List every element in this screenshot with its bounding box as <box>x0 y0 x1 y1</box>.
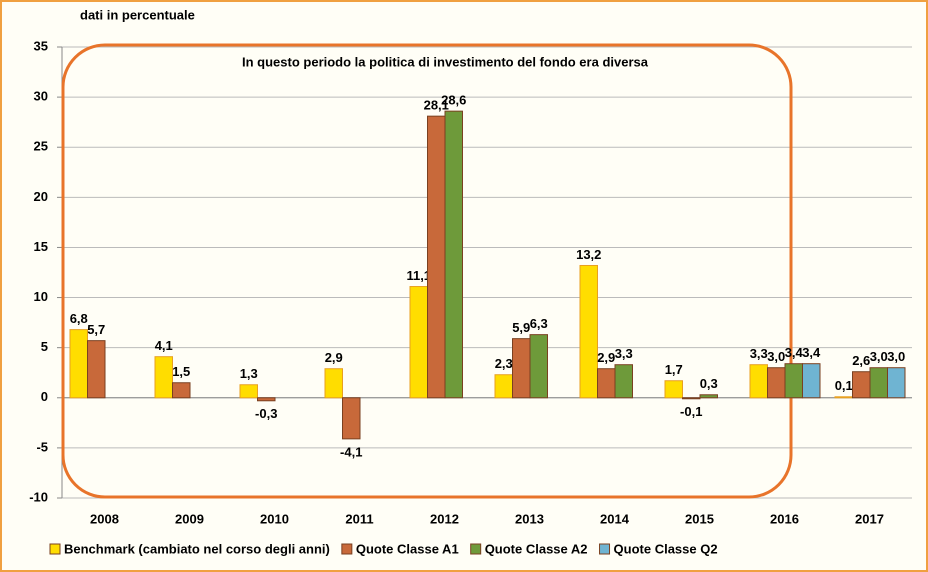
bar <box>664 380 683 399</box>
legend-swatch <box>341 543 353 555</box>
data-label: 2,9 <box>325 350 343 365</box>
bar <box>444 110 463 399</box>
legend-label: Quote Classe A1 <box>356 541 459 556</box>
bar <box>869 367 888 399</box>
data-label: 2,9 <box>597 350 615 365</box>
annotation: In questo periodo la politica di investi… <box>242 54 649 69</box>
y-tick-label: 25 <box>34 139 48 154</box>
bar <box>887 367 906 399</box>
bar <box>529 334 548 399</box>
legend-swatch <box>470 543 482 555</box>
bar <box>257 397 276 402</box>
x-tick-label: 2012 <box>430 511 459 526</box>
y-axis-label: dati in percentuale <box>80 7 195 22</box>
bar <box>784 363 803 399</box>
x-tick-label: 2016 <box>770 511 799 526</box>
data-label: 6,3 <box>530 316 548 331</box>
y-tick-label: 15 <box>34 239 48 254</box>
bar <box>324 368 343 399</box>
y-tick-label: 0 <box>41 389 48 404</box>
data-label: 2,3 <box>495 356 513 371</box>
bar <box>87 340 106 399</box>
bar <box>409 286 428 399</box>
data-label: 3,3 <box>750 346 768 361</box>
bar <box>682 397 701 400</box>
data-label: 13,2 <box>576 247 601 262</box>
bar <box>699 394 718 399</box>
bar <box>614 364 633 399</box>
data-label: 3,3 <box>615 346 633 361</box>
data-label: 28,6 <box>441 93 466 108</box>
legend-swatch <box>599 543 611 555</box>
bar <box>767 367 786 399</box>
data-label: 5,9 <box>512 320 530 335</box>
legend-swatch <box>49 543 61 555</box>
data-label: 3,4 <box>785 345 804 360</box>
legend-label: Quote Classe Q2 <box>614 541 718 556</box>
data-label: 0,3 <box>700 376 718 391</box>
data-label: 5,7 <box>87 322 105 337</box>
x-tick-label: 2010 <box>260 511 289 526</box>
bar <box>69 329 88 399</box>
bar <box>427 115 446 399</box>
x-tick-label: 2011 <box>345 511 373 526</box>
data-label: 6,8 <box>70 311 88 326</box>
data-label: 3,4 <box>802 345 821 360</box>
data-label: 3,0 <box>870 349 888 364</box>
legend-label: Quote Classe A2 <box>485 541 588 556</box>
x-tick-label: 2013 <box>515 511 544 526</box>
data-label: -0,1 <box>680 404 702 419</box>
bar <box>154 356 173 399</box>
y-tick-label: -5 <box>36 439 48 454</box>
bar <box>852 371 871 399</box>
data-label: 28,1 <box>424 98 449 113</box>
y-tick-label: -10 <box>29 489 48 504</box>
data-label: 3,0 <box>767 349 785 364</box>
x-tick-label: 2015 <box>685 511 714 526</box>
y-tick-label: 30 <box>34 89 48 104</box>
y-tick-label: 20 <box>34 189 48 204</box>
data-label: 2,6 <box>852 353 870 368</box>
y-tick-label: 5 <box>41 339 48 354</box>
x-tick-label: 2009 <box>175 511 204 526</box>
bar <box>802 363 821 399</box>
x-tick-label: 2008 <box>90 511 119 526</box>
data-label: 1,5 <box>172 364 190 379</box>
data-label: -4,1 <box>340 444 362 459</box>
bar <box>239 384 258 399</box>
y-tick-label: 10 <box>34 289 48 304</box>
data-label: 0,1 <box>835 378 853 393</box>
annotation-frame <box>61 43 793 499</box>
x-tick-label: 2014 <box>600 511 630 526</box>
bar <box>579 264 598 399</box>
data-label: -0,3 <box>255 406 277 421</box>
bar <box>342 397 361 440</box>
data-label: 1,7 <box>665 362 683 377</box>
data-label: 1,3 <box>240 366 258 381</box>
y-tick-label: 35 <box>34 38 48 53</box>
bar <box>512 338 531 399</box>
x-tick-label: 2017 <box>855 511 884 526</box>
legend-label: Benchmark (cambiato nel corso degli anni… <box>64 541 330 556</box>
bar <box>597 368 616 399</box>
bar <box>494 374 513 399</box>
bar <box>172 382 191 399</box>
data-label: 4,1 <box>155 338 173 353</box>
data-label: 11,1 <box>406 268 431 283</box>
bar <box>749 364 768 399</box>
data-label: 3,0 <box>887 349 905 364</box>
bar <box>834 396 853 399</box>
